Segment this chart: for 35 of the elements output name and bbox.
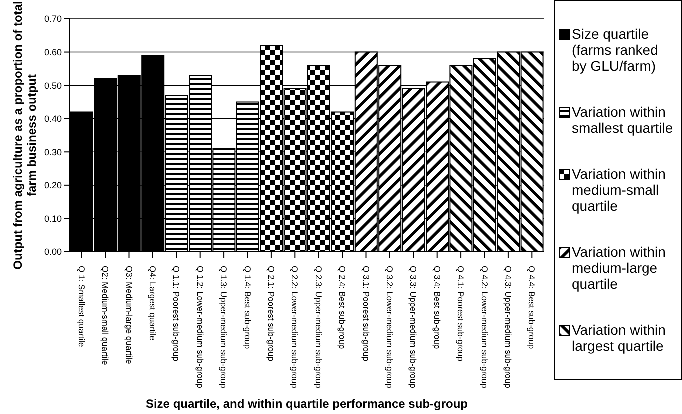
y-tick-label: 0.30 — [44, 147, 62, 158]
y-tick-label: 0.20 — [44, 180, 62, 191]
x-tick-label: Q 2.2: Lower-medium sub-group — [290, 266, 300, 389]
x-tick-label: Q 1.3: Upper-medium sub-group — [219, 266, 230, 389]
x-tick-label: Q 1.2: Lower-medium sub-group — [195, 266, 206, 389]
x-tick-label: Q 4.1: Poorest sub-group — [456, 266, 466, 362]
x-tick-label: Q4: Largest quartile — [148, 266, 158, 341]
y-tick-label: 0.70 — [44, 14, 62, 24]
x-tick-label: Q 4.2: Lower-medium sub-group — [480, 266, 490, 389]
y-tick-label: 0.00 — [44, 247, 62, 258]
x-tick-label: Q 1.1: Poorest sub-group — [172, 266, 182, 362]
y-tick-label: 0.10 — [44, 214, 62, 224]
x-tick-label: Q 3.2: Lower-medium sub-group — [384, 266, 395, 389]
y-tick-label: 0.50 — [44, 80, 62, 91]
x-tick-label: Q 4.4: Best sub-group — [527, 266, 538, 350]
x-tick-label: Q 3.1: Poorest sub-group — [361, 266, 372, 362]
x-tick-label: Q 1: Smallest quartile — [76, 266, 87, 348]
legend-label: Variation within smallest quartile — [572, 104, 674, 136]
legend-label: Variation within medium-large quartile — [572, 244, 667, 292]
y-tick-label: 0.40 — [44, 114, 62, 124]
y-tick-label: 0.60 — [44, 47, 62, 58]
legend-label: Size quartile (farms ranked by GLU/farm) — [572, 26, 660, 74]
x-tick-label: Q 2.4: Best sub-group — [338, 266, 348, 350]
x-tick-label: Q2: Medium-small quartile — [100, 266, 111, 366]
y-axis-title: Output from agriculture as a proportion of total farm business output — [11, 1, 39, 270]
x-tick-label: Q 4.3: Upper-medium sub-group — [503, 266, 514, 389]
legend-label: Variation within medium-small quartile — [572, 166, 667, 214]
x-tick-label: Q 2.1: Poorest sub-group — [266, 266, 276, 362]
x-axis-title: Size quartile, and within quartile performance sub-group — [146, 397, 468, 411]
x-tick-label: Q 3.3: Upper-medium sub-group — [408, 266, 419, 389]
x-tick-label: Q 2.3: Upper-medium sub-group — [314, 266, 324, 389]
legend-label: Variation within largest quartile — [572, 322, 667, 354]
x-tick-label: Q 3.4: Best sub-group — [432, 266, 442, 350]
x-tick-label: Q 1.4: Best sub-group — [242, 266, 253, 350]
x-tick-label: Q3: Medium-large quartile — [124, 266, 134, 365]
